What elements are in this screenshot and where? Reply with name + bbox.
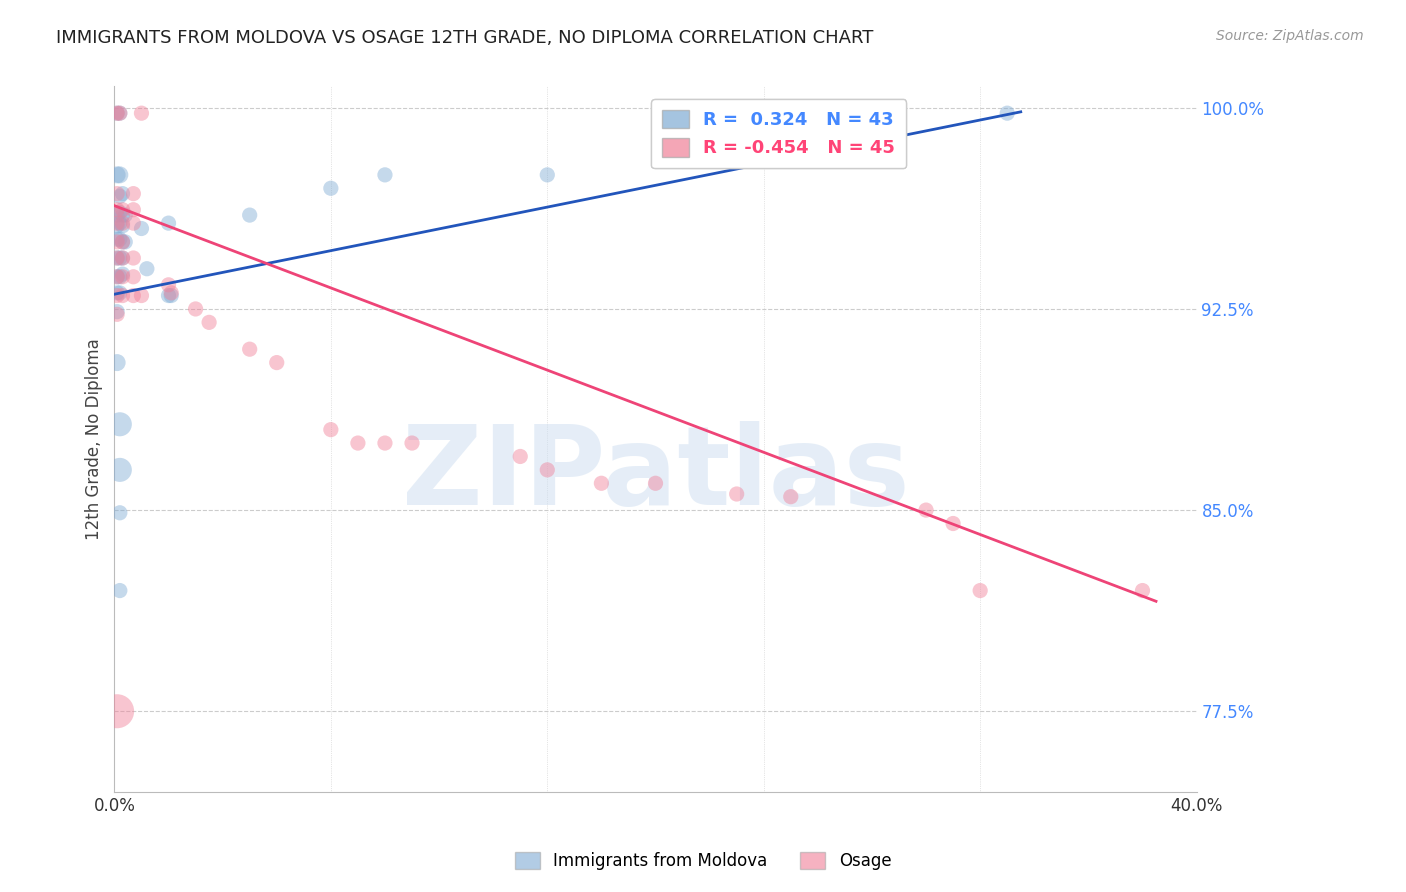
- Point: [157, 216, 180, 230]
- Legend: R =  0.324   N = 43, R = -0.454   N = 45: R = 0.324 N = 43, R = -0.454 N = 45: [651, 99, 907, 169]
- Point: [105, 251, 128, 265]
- Legend: Immigrants from Moldova, Osage: Immigrants from Moldova, Osage: [508, 845, 898, 877]
- Point: [160, 288, 183, 302]
- Point: [266, 355, 288, 369]
- Point: [131, 288, 153, 302]
- Y-axis label: 12th Grade, No Diploma: 12th Grade, No Diploma: [86, 338, 103, 540]
- Point: [108, 205, 131, 219]
- Point: [105, 106, 128, 120]
- Point: [111, 219, 134, 233]
- Point: [160, 285, 183, 300]
- Point: [105, 208, 128, 222]
- Point: [108, 106, 131, 120]
- Point: [111, 251, 134, 265]
- Point: [969, 583, 991, 598]
- Point: [725, 487, 748, 501]
- Point: [105, 288, 128, 302]
- Point: [111, 269, 134, 284]
- Point: [157, 277, 180, 292]
- Point: [108, 463, 131, 477]
- Point: [111, 208, 134, 222]
- Point: [105, 307, 128, 321]
- Point: [347, 436, 370, 450]
- Point: [108, 251, 131, 265]
- Point: [105, 235, 128, 249]
- Text: ZIPatlas: ZIPatlas: [402, 421, 910, 528]
- Point: [105, 168, 128, 182]
- Point: [995, 106, 1018, 120]
- Point: [122, 186, 145, 201]
- Point: [401, 436, 423, 450]
- Point: [591, 476, 613, 491]
- Point: [105, 216, 128, 230]
- Point: [319, 181, 342, 195]
- Point: [111, 202, 134, 217]
- Point: [122, 288, 145, 302]
- Point: [509, 450, 531, 464]
- Point: [105, 186, 128, 201]
- Point: [111, 186, 134, 201]
- Point: [671, 154, 693, 169]
- Point: [915, 503, 938, 517]
- Point: [108, 189, 131, 203]
- Point: [108, 583, 131, 598]
- Point: [105, 106, 128, 120]
- Point: [105, 251, 128, 265]
- Point: [319, 423, 342, 437]
- Point: [239, 208, 262, 222]
- Point: [114, 235, 136, 249]
- Point: [105, 285, 128, 300]
- Point: [184, 301, 207, 316]
- Point: [108, 216, 131, 230]
- Point: [111, 288, 134, 302]
- Point: [111, 267, 134, 281]
- Point: [1132, 583, 1154, 598]
- Point: [108, 417, 131, 432]
- Point: [111, 235, 134, 249]
- Point: [239, 342, 262, 356]
- Point: [108, 285, 131, 300]
- Point: [374, 168, 396, 182]
- Point: [157, 288, 180, 302]
- Point: [131, 221, 153, 235]
- Point: [135, 261, 157, 276]
- Point: [105, 232, 128, 246]
- Point: [105, 219, 128, 233]
- Point: [536, 168, 558, 182]
- Point: [374, 436, 396, 450]
- Point: [105, 704, 128, 718]
- Point: [108, 232, 131, 246]
- Point: [108, 269, 131, 284]
- Point: [122, 251, 145, 265]
- Point: [105, 269, 128, 284]
- Point: [108, 506, 131, 520]
- Point: [536, 463, 558, 477]
- Text: IMMIGRANTS FROM MOLDOVA VS OSAGE 12TH GRADE, NO DIPLOMA CORRELATION CHART: IMMIGRANTS FROM MOLDOVA VS OSAGE 12TH GR…: [56, 29, 873, 47]
- Point: [122, 202, 145, 217]
- Point: [111, 216, 134, 230]
- Point: [198, 315, 221, 329]
- Point: [942, 516, 965, 531]
- Point: [114, 208, 136, 222]
- Point: [122, 269, 145, 284]
- Point: [111, 235, 134, 249]
- Point: [131, 106, 153, 120]
- Point: [108, 106, 131, 120]
- Point: [108, 168, 131, 182]
- Point: [111, 251, 134, 265]
- Point: [122, 216, 145, 230]
- Point: [105, 355, 128, 369]
- Point: [834, 141, 856, 155]
- Text: Source: ZipAtlas.com: Source: ZipAtlas.com: [1216, 29, 1364, 44]
- Point: [105, 202, 128, 217]
- Point: [105, 269, 128, 284]
- Point: [105, 304, 128, 318]
- Point: [779, 490, 801, 504]
- Point: [644, 476, 666, 491]
